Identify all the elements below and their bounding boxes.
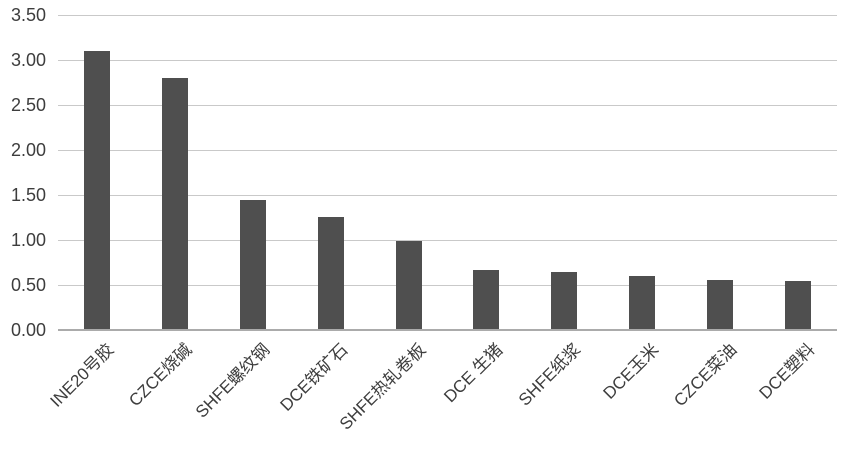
y-tick-label: 1.50 [10, 185, 46, 205]
gridline [58, 104, 837, 106]
x-tick-label: DCE玉米 [599, 340, 663, 403]
bar [707, 279, 734, 330]
x-tick-label: DCE铁矿石 [276, 340, 352, 415]
x-tick-label: CZCE烧碱 [125, 340, 196, 411]
x-tick-label: SHFE螺纹钢 [191, 340, 274, 422]
gridline [58, 284, 837, 286]
bar [473, 269, 500, 330]
x-tick-label: CZCE菜油 [670, 340, 741, 411]
x-tick-label: SHFE纸浆 [515, 340, 585, 410]
bar [239, 199, 266, 330]
gridline [58, 194, 837, 196]
y-tick-label: 0.00 [10, 320, 46, 340]
bar [161, 78, 188, 330]
bar [551, 271, 578, 330]
y-tick-label: 0.50 [10, 275, 46, 295]
y-tick-label: 2.00 [10, 140, 46, 160]
x-tick-label: DCE塑料 [755, 340, 819, 403]
x-tick-label: DCE 生猪 [440, 340, 507, 407]
bar [317, 216, 344, 330]
bar [83, 51, 110, 330]
gridline [58, 14, 837, 16]
gridline [58, 59, 837, 61]
y-tick-label: 3.00 [10, 50, 46, 70]
x-tick-label: INE20号胶 [46, 340, 118, 411]
gridline [58, 239, 837, 241]
y-tick-label: 2.50 [10, 95, 46, 115]
plot-area [58, 14, 837, 331]
bar [395, 240, 422, 330]
bar [785, 281, 812, 330]
bar [629, 276, 656, 330]
y-tick-label: 1.00 [10, 230, 46, 250]
x-axis-line [58, 329, 837, 331]
y-tick-label: 3.50 [10, 5, 46, 25]
gridline [58, 149, 837, 151]
